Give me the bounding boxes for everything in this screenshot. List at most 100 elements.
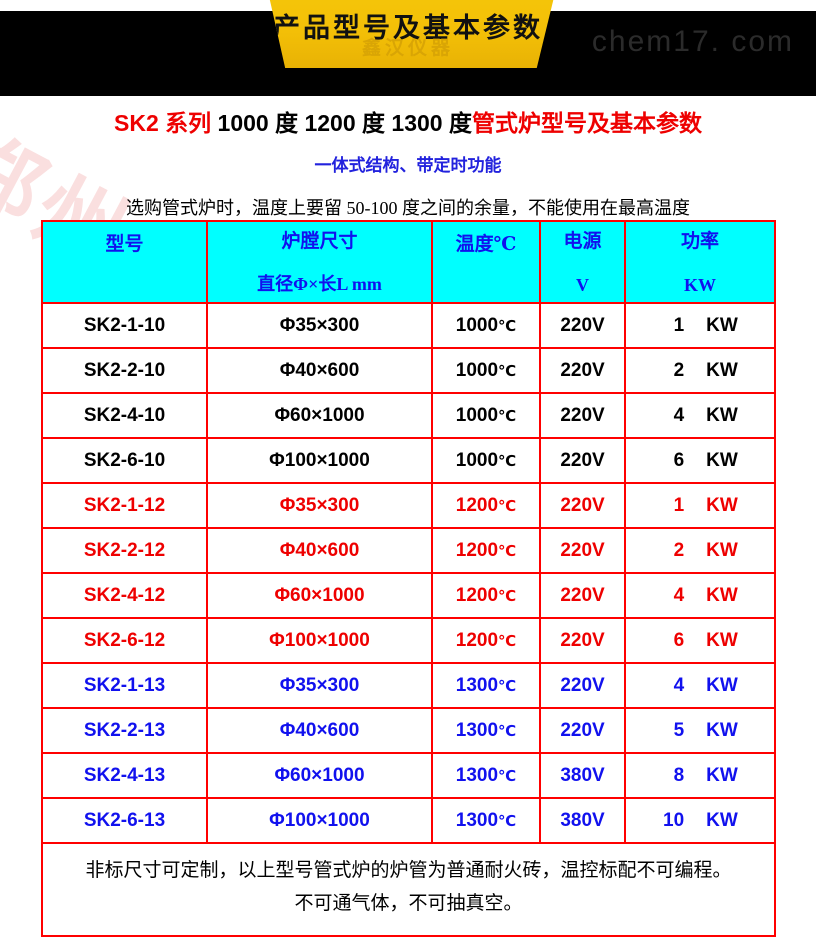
cell-voltage: 220V: [539, 662, 626, 709]
power-value: 8: [673, 764, 685, 786]
table-head: 型号 炉膛尺寸 直径Φ×长L mm 温度℃ 电源 V: [41, 220, 776, 304]
cell-temperature: 1300℃: [431, 662, 541, 709]
temperature-value: 1200: [455, 539, 499, 561]
table-row: SK2-1-10 Φ35×300 1000℃ 220V 1 KW: [41, 302, 776, 349]
heading-temps: 1000 度 1200 度 1300 度: [217, 110, 472, 136]
cell-model: SK2-6-10: [41, 437, 208, 484]
heading-product: 管式炉型号及基本参数: [471, 110, 702, 136]
cell-temperature: 1000℃: [431, 437, 541, 484]
power-value: 2: [673, 359, 685, 381]
table-row: SK2-4-13 Φ60×1000 1300℃ 380V 8 KW: [41, 752, 776, 799]
power-unit: KW: [706, 629, 738, 651]
cell-power: 6 KW: [624, 617, 776, 664]
power-wrap: 2 KW: [626, 540, 774, 562]
col-header-model: 型号: [41, 220, 208, 304]
cell-voltage: 220V: [539, 437, 626, 484]
cell-chamber-size: Φ40×600: [206, 527, 433, 574]
col-header-power-supply: 电源 V: [539, 220, 626, 304]
cell-power: 2 KW: [624, 527, 776, 574]
col-header-power: 功率 KW: [624, 220, 776, 304]
power-unit: KW: [706, 449, 738, 471]
sub-heading: 一体式结构、带定时功能: [314, 156, 502, 175]
temperature-value: 1200: [455, 584, 499, 606]
cell-voltage: 220V: [539, 617, 626, 664]
col-header-power-line2: KW: [683, 275, 716, 295]
temperature-value: 1300: [455, 719, 499, 741]
badge-watermark: 鑫汉仪器: [361, 38, 454, 59]
temperature-value: 1000: [455, 404, 499, 426]
power-unit: KW: [706, 809, 738, 831]
cell-power: 4 KW: [624, 572, 776, 619]
cell-voltage: 220V: [539, 392, 626, 439]
col-header-temperature-label: 温度℃: [455, 234, 517, 255]
power-unit: KW: [706, 404, 738, 426]
cell-temperature: 1300℃: [431, 797, 541, 844]
temperature-unit: ℃: [498, 587, 517, 605]
temperature-value: 1300: [455, 764, 499, 786]
power-unit: KW: [706, 719, 738, 741]
col-header-power-supply-line1: 电源: [563, 231, 602, 252]
power-value: 2: [673, 539, 685, 561]
heading-series: SK2 系列: [114, 110, 218, 136]
col-header-model-label: 型号: [105, 234, 144, 255]
col-header-power-supply-line2: V: [576, 275, 589, 295]
cell-power: 4 KW: [624, 392, 776, 439]
cell-chamber-size: Φ60×1000: [206, 752, 433, 799]
power-value: 10: [663, 809, 685, 831]
cell-voltage: 220V: [539, 347, 626, 394]
power-unit: KW: [706, 764, 738, 786]
cell-voltage: 220V: [539, 482, 626, 529]
cell-temperature: 1000℃: [431, 392, 541, 439]
cell-chamber-size: Φ100×1000: [206, 437, 433, 484]
table-row: SK2-2-10 Φ40×600 1000℃ 220V 2 KW: [41, 347, 776, 394]
power-wrap: 4 KW: [626, 585, 774, 607]
temperature-unit: ℃: [498, 542, 517, 560]
cell-voltage: 380V: [539, 797, 626, 844]
cell-model: SK2-2-10: [41, 347, 208, 394]
power-wrap: 8 KW: [626, 765, 774, 787]
headings-block: SK2 系列 1000 度 1200 度 1300 度管式炉型号及基本参数 一体…: [0, 96, 816, 220]
page-title: 产品型号及基本参数: [273, 13, 543, 43]
power-wrap: 1 KW: [626, 495, 774, 517]
cell-model: SK2-6-12: [41, 617, 208, 664]
cell-voltage: 220V: [539, 302, 626, 349]
table-row: SK2-6-12 Φ100×1000 1200℃ 220V 6 KW: [41, 617, 776, 664]
table-row: SK2-1-13 Φ35×300 1300℃ 220V 4 KW: [41, 662, 776, 709]
cell-model: SK2-1-13: [41, 662, 208, 709]
temperature-value: 1000: [455, 314, 499, 336]
power-wrap: 10 KW: [626, 810, 774, 832]
table-row: SK2-4-12 Φ60×1000 1200℃ 220V 4 KW: [41, 572, 776, 619]
temperature-unit: ℃: [498, 362, 517, 380]
footer-row: 非标尺寸可定制，以上型号管式炉的炉管为普通耐火砖，温控标配不可编程。 不可通气体…: [41, 842, 776, 937]
power-wrap: 2 KW: [626, 360, 774, 382]
cell-chamber-size: Φ100×1000: [206, 617, 433, 664]
cell-power: 4 KW: [624, 662, 776, 709]
power-value: 1: [673, 494, 685, 516]
col-header-chamber-line1: 炉膛尺寸: [281, 231, 358, 252]
cell-chamber-size: Φ35×300: [206, 482, 433, 529]
power-wrap: 5 KW: [626, 720, 774, 742]
power-unit: KW: [706, 314, 738, 336]
cell-voltage: 220V: [539, 707, 626, 754]
cell-model: SK2-2-12: [41, 527, 208, 574]
power-value: 4: [673, 674, 685, 696]
table-row: SK2-1-12 Φ35×300 1200℃ 220V 1 KW: [41, 482, 776, 529]
cell-chamber-size: Φ35×300: [206, 662, 433, 709]
table-row: SK2-6-13 Φ100×1000 1300℃ 380V 10 KW: [41, 797, 776, 844]
cell-power: 5 KW: [624, 707, 776, 754]
header-badge: 产品型号及基本参数 鑫汉仪器: [267, 0, 556, 68]
temperature-unit: ℃: [498, 407, 517, 425]
cell-voltage: 220V: [539, 572, 626, 619]
power-wrap: 6 KW: [626, 630, 774, 652]
cell-temperature: 1000℃: [431, 302, 541, 349]
spec-table: 型号 炉膛尺寸 直径Φ×长L mm 温度℃ 电源 V: [41, 220, 776, 937]
temperature-unit: ℃: [498, 632, 517, 650]
table-foot: 非标尺寸可定制，以上型号管式炉的炉管为普通耐火砖，温控标配不可编程。 不可通气体…: [41, 842, 776, 937]
power-unit: KW: [706, 359, 738, 381]
col-header-chamber: 炉膛尺寸 直径Φ×长L mm: [206, 220, 433, 304]
cell-model: SK2-1-10: [41, 302, 208, 349]
temperature-unit: ℃: [498, 812, 517, 830]
temperature-value: 1000: [455, 359, 499, 381]
table-row: SK2-2-13 Φ40×600 1300℃ 220V 5 KW: [41, 707, 776, 754]
table-row: SK2-2-12 Φ40×600 1200℃ 220V 2 KW: [41, 527, 776, 574]
